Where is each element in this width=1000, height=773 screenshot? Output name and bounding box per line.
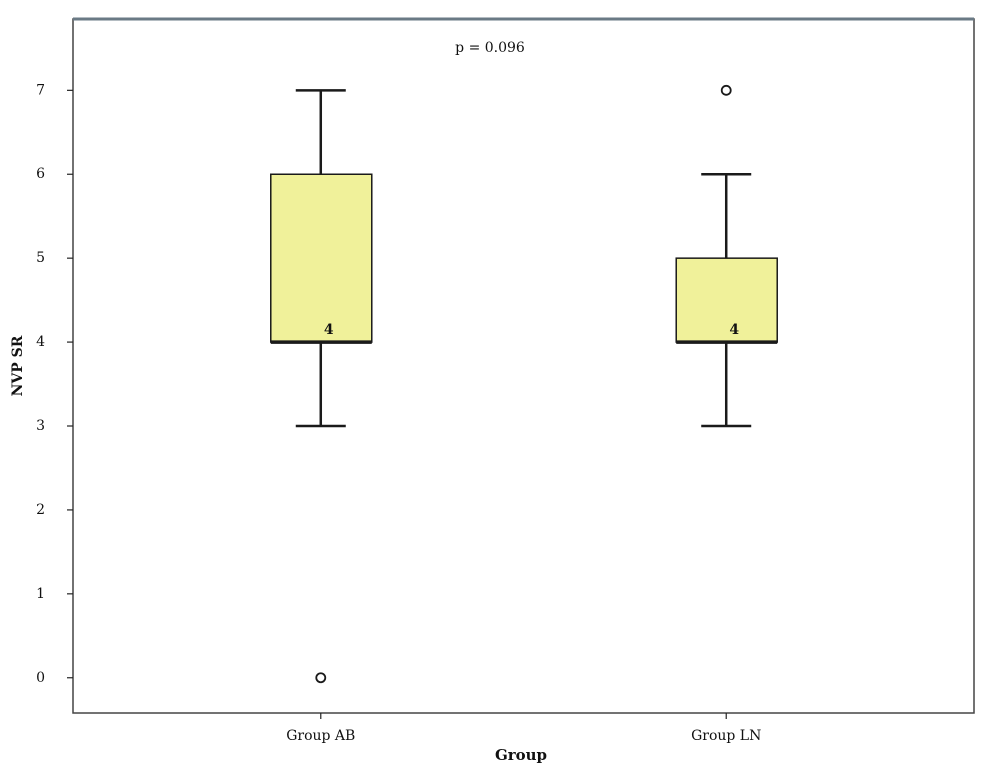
- plot-frame: [72, 18, 975, 714]
- annotation: p = 0.096: [455, 40, 525, 56]
- y-tick-label: 0: [36, 670, 45, 686]
- y-axis-label: NVP SR: [10, 335, 26, 396]
- median-label: 4: [729, 322, 739, 338]
- y-tick-label: 6: [36, 166, 45, 182]
- x-tick-label: Group AB: [286, 728, 355, 744]
- median-label: 4: [324, 322, 334, 338]
- outlier: [720, 84, 732, 96]
- outlier: [315, 672, 327, 684]
- y-tick-label: 2: [36, 502, 45, 518]
- x-tick-label: Group LN: [691, 728, 761, 744]
- y-tick-label: 7: [36, 82, 45, 98]
- box: [675, 257, 778, 343]
- y-tick-label: 5: [36, 250, 45, 266]
- box: [270, 173, 373, 343]
- y-tick-label: 3: [36, 418, 45, 434]
- y-tick-label: 4: [36, 334, 45, 350]
- x-axis-label: Group: [495, 746, 547, 764]
- y-tick-label: 1: [36, 586, 45, 602]
